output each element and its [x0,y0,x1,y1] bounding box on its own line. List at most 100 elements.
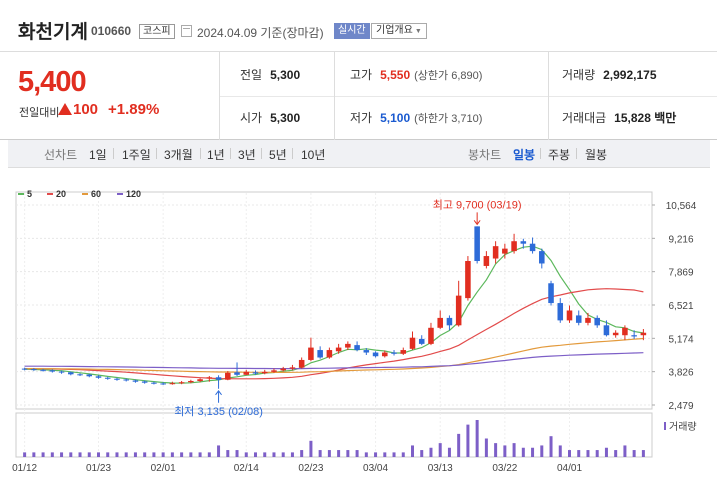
separator [261,148,262,159]
candle-body [21,368,28,370]
x-tick-label: 02/23 [298,463,323,474]
realtime-button[interactable]: 실시간 [334,23,370,39]
volume-bar [401,452,405,457]
stock-header: 화천기계 010660 코스피 2024.04.09 기준(장마감) 실시간 기… [0,0,717,52]
candle-body [446,317,453,326]
stock-name: 화천기계 [18,22,88,43]
candle-body [271,370,277,372]
candle-body [492,246,499,259]
period-5y[interactable]: 5년 [269,148,287,162]
summary-col-divider [334,52,335,140]
candle-body [289,367,296,369]
volume-bar [355,450,359,457]
change-rate: +1.89% [108,101,160,118]
x-tick-label: 03/13 [428,463,453,474]
candle-body [252,372,259,374]
volume-bar [466,424,470,457]
open-price: 시가 5,300 [240,109,300,126]
period-1w[interactable]: 1주일 [122,148,151,162]
volume-bar [494,443,498,457]
candle-monthly[interactable]: 월봉 [585,148,608,162]
candle-weekly[interactable]: 주봉 [548,148,571,162]
candle-body [622,327,628,336]
open-label: 시가 [240,111,263,125]
volume-bar [318,450,322,457]
candle-body [206,377,213,379]
volume-bar [152,452,156,457]
lower-limit: (하한가 3,710) [414,113,483,125]
stock-chart[interactable]: 5 20 60 120 10,564 9,216 7,869 6,521 5,174 3,826 2… [0,168,717,486]
volume-legend-label: 거래량 [669,421,697,433]
volume-bar [374,452,378,457]
volume: 거래량 2,992,175 [562,66,657,83]
y-tick-label: 2,479 [668,401,693,412]
chart-canvas: 5 20 60 120 10,564 9,216 7,869 6,521 5,174 3,826 2… [12,189,697,474]
volume-bar [420,450,424,457]
volume-bar [447,447,451,457]
legend-label: 20 [56,189,66,199]
volume-bar [411,445,414,457]
candle-body [455,295,462,326]
candle-body [529,243,536,252]
stock-code: 010660 [91,24,132,38]
candle-body [178,382,185,384]
candle-body [603,325,610,336]
candle-body [95,376,102,378]
volume-bar [161,452,165,457]
volume-bar [383,452,387,457]
candle-body [317,350,323,358]
volume-bar [392,452,396,457]
period-10y[interactable]: 10년 [301,148,326,162]
period-3m[interactable]: 3개월 [164,148,193,162]
candle-body [141,381,148,383]
ma-line-5 [24,245,644,384]
amount-value: 15,828 백만 [614,111,677,125]
candle-body [502,248,508,254]
volume-bar [189,452,193,457]
candle-daily[interactable]: 일봉 [513,148,536,162]
candle-body [132,380,139,382]
company-info-button[interactable]: 기업개요 ▼ [371,23,427,39]
separator [200,148,201,159]
volume-bar [540,445,544,457]
candle-body [400,350,407,354]
candle-body [215,377,222,380]
volume-bar [281,452,285,457]
candle-body [160,383,166,385]
y-tick-label: 3,826 [668,368,693,379]
summary-divider [220,96,717,97]
candle-body [391,352,397,354]
volume-bar [595,450,599,457]
candle-body [188,380,194,383]
calendar-icon [181,25,192,37]
change-value: 100 [58,101,98,118]
candle-body [280,368,286,371]
candle-body [58,371,65,373]
candle-body [261,371,268,374]
volume-bar [226,450,230,457]
volume-bar [568,450,571,457]
high-value: 5,550 [380,68,411,82]
candle-body [418,338,425,344]
volume-label: 거래량 [562,68,596,82]
candle-body [437,317,443,328]
separator [156,148,157,159]
trade-amount: 거래대금 15,828 백만 [562,109,676,126]
change-label: 전일대비 [19,107,60,119]
period-1y[interactable]: 1년 [207,148,225,162]
volume-bar [217,445,221,457]
period-3y[interactable]: 3년 [238,148,256,162]
candle-body [86,374,93,377]
volume-bar [337,450,341,457]
volume-bar [106,452,110,457]
x-tick-label: 02/14 [234,463,259,474]
x-tick-label: 03/22 [492,463,517,474]
legend-label: 120 [126,189,141,199]
period-1d[interactable]: 1일 [89,148,107,162]
volume-bar [632,450,636,457]
candle-body [409,337,416,349]
candle-body [566,310,573,321]
volume-bar [457,433,461,457]
period-selector: 선차트 1일 1주일 3개월 1년 3년 5년 10년 봉차트 일봉 주봉 월봉 [8,140,710,168]
candle-body [539,251,545,264]
